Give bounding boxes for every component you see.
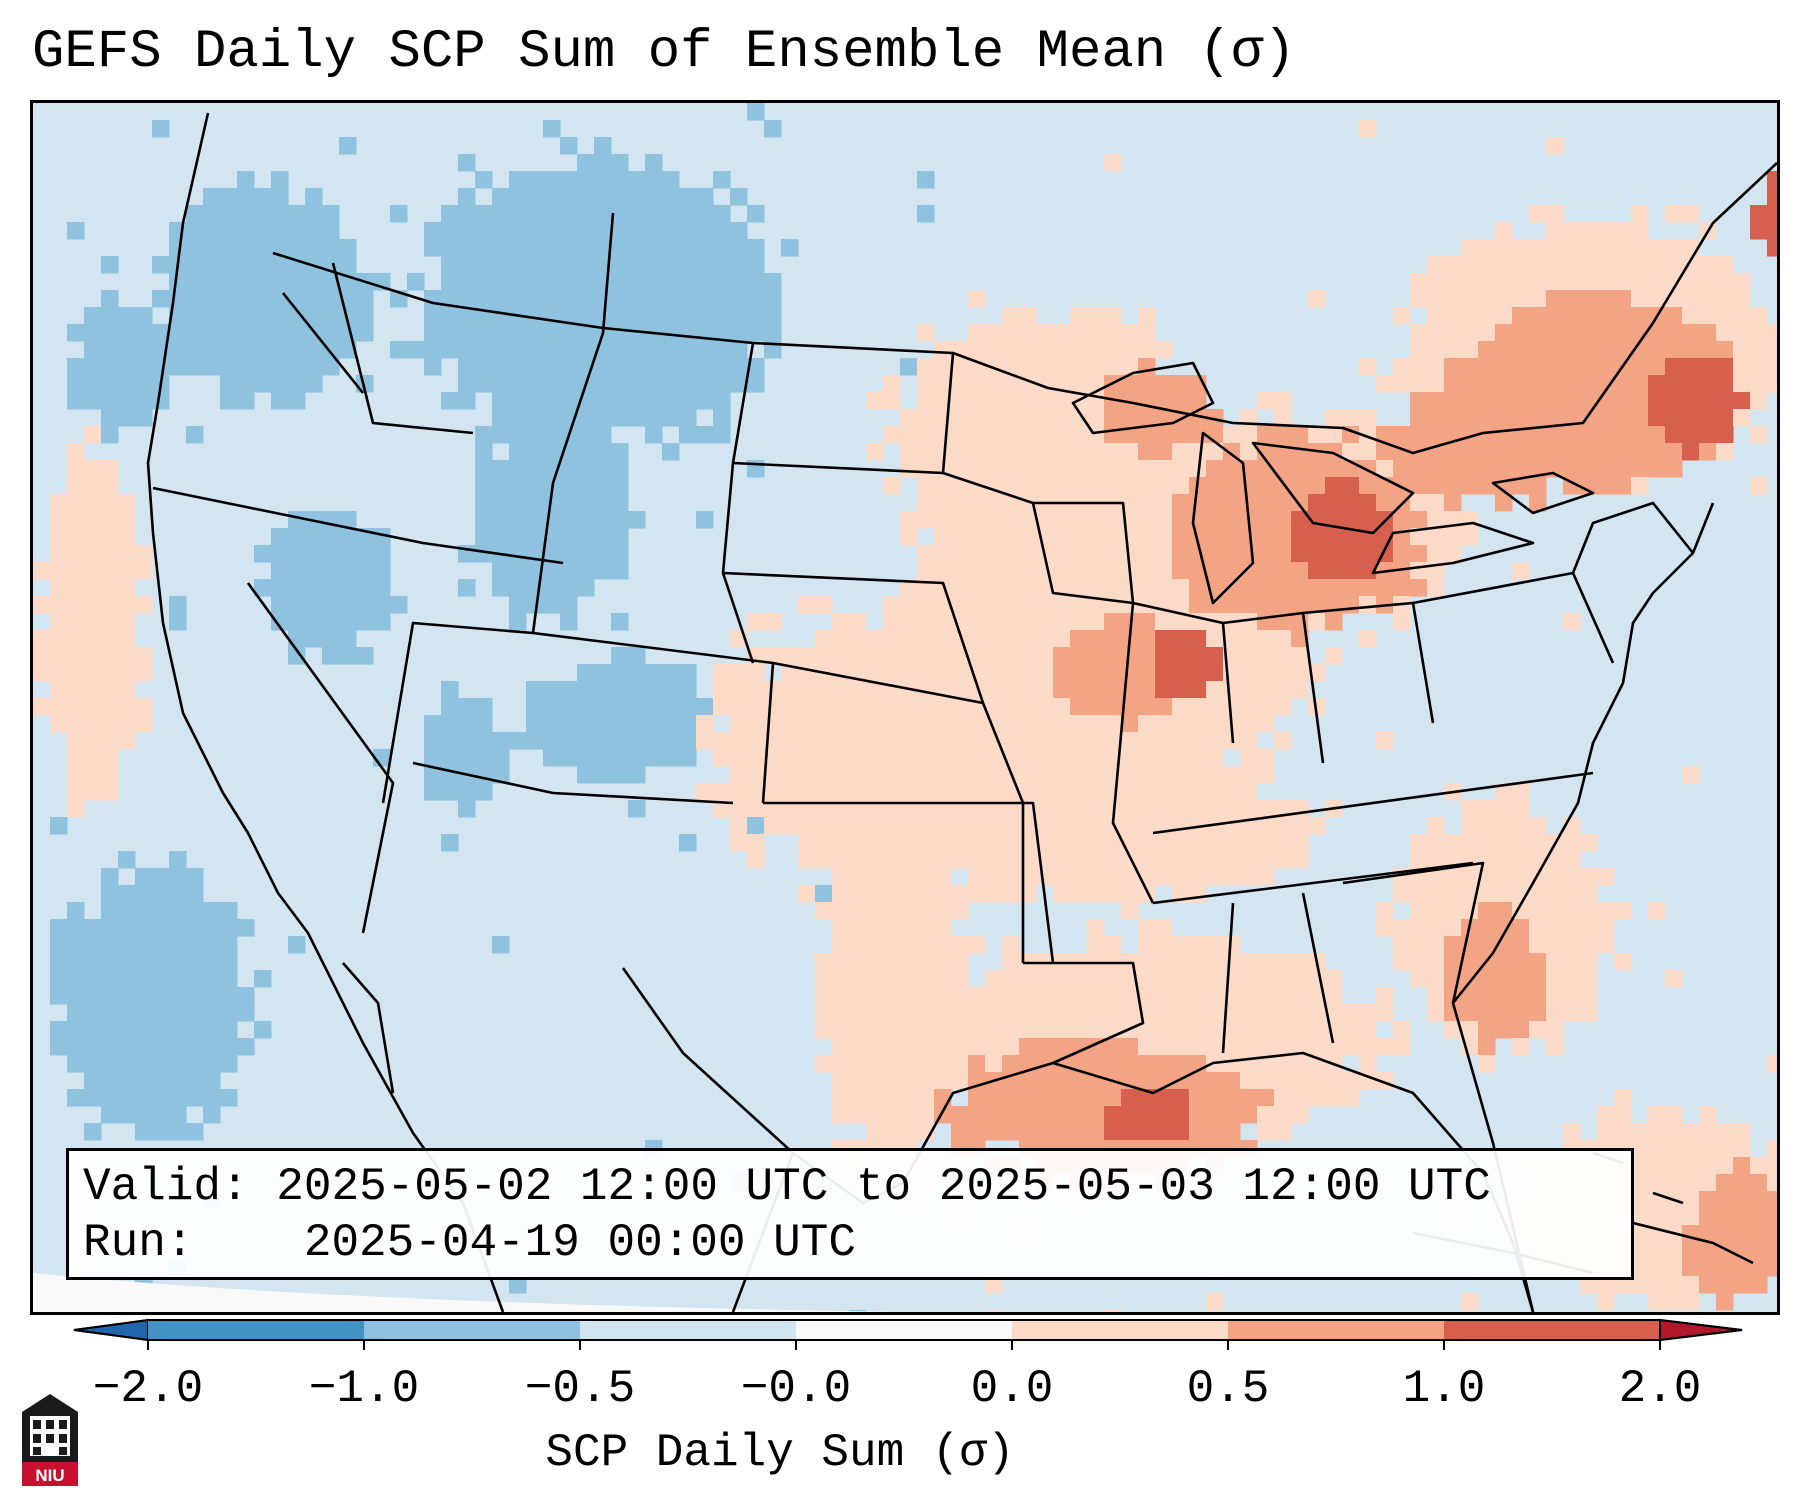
colorbar-segment xyxy=(148,1320,364,1340)
colorbar-tick-label: −0.5 xyxy=(524,1363,636,1415)
page-title: GEFS Daily SCP Sum of Ensemble Mean (σ) xyxy=(32,22,1296,83)
run-label: Run: xyxy=(83,1217,194,1269)
colorbar-segment xyxy=(796,1320,1012,1340)
boundary-line xyxy=(1491,471,1595,515)
boundary-line xyxy=(772,661,1025,963)
boundary-line xyxy=(722,571,985,704)
boundary-line xyxy=(246,582,395,934)
boundary-line xyxy=(1152,771,1594,835)
colorbar-tick-label: −2.0 xyxy=(92,1363,204,1415)
colorbar-segment xyxy=(1228,1320,1444,1340)
boundary-line xyxy=(721,342,755,664)
boundary-line xyxy=(1023,961,1145,1065)
boundary-line xyxy=(1152,861,1474,905)
boundary-line xyxy=(331,262,474,435)
colorbar-label: SCP Daily Sum (σ) xyxy=(545,1427,1015,1479)
boundary-line xyxy=(281,292,365,394)
niu-logo-icon: NIU xyxy=(22,1394,78,1486)
boundary-line xyxy=(381,212,615,804)
map-panel xyxy=(30,100,1780,1315)
boundary-line xyxy=(763,801,1055,964)
colorbar-extend-high xyxy=(1659,1318,1743,1342)
info-box: Valid: 2025-05-02 12:00 UTC to 2025-05-0… xyxy=(66,1148,1634,1280)
boundary-line xyxy=(1221,902,1235,1054)
valid-value: 2025-05-02 12:00 UTC to 2025-05-03 12:00… xyxy=(276,1161,1491,1213)
scp-field-layer xyxy=(33,103,1777,1312)
boundary-line xyxy=(1371,521,1535,575)
colorbar-segment xyxy=(1012,1320,1228,1340)
logo-text: NIU xyxy=(35,1466,64,1485)
colorbar-segment xyxy=(580,1320,796,1340)
colorbar-extend-low xyxy=(73,1318,149,1342)
colorbar-tick-label: 2.0 xyxy=(1618,1363,1702,1415)
colorbar-tick-label: −1.0 xyxy=(308,1363,420,1415)
colorbar xyxy=(73,1318,1743,1350)
boundary-line xyxy=(1301,892,1335,1044)
colorbar-segment xyxy=(364,1320,580,1340)
boundary-line xyxy=(1251,441,1415,535)
valid-row: Valid: 2025-05-02 12:00 UTC to 2025-05-0… xyxy=(83,1159,1631,1215)
boundary-line xyxy=(1571,501,1695,574)
logo-band xyxy=(22,1462,78,1486)
boundary-line xyxy=(412,761,734,805)
state-boundaries-layer xyxy=(146,112,1777,1312)
colorbar-tick-label: −0.0 xyxy=(740,1363,852,1415)
colorbar-tick-label: 0.5 xyxy=(1186,1363,1270,1415)
boundary-line xyxy=(1111,602,1155,904)
map-canvas xyxy=(33,103,1777,1312)
valid-label: Valid: xyxy=(83,1161,249,1213)
boundary-line xyxy=(146,112,310,934)
colorbar-segment xyxy=(1444,1320,1660,1340)
boundary-line xyxy=(1191,431,1255,605)
boundary-line xyxy=(152,486,564,565)
colorbar-tick-label: 1.0 xyxy=(1402,1363,1486,1415)
run-value: 2025-04-19 00:00 UTC xyxy=(303,1217,856,1269)
boundary-line xyxy=(1132,162,1777,455)
run-row: Run: 2025-04-19 00:00 UTC xyxy=(83,1215,1631,1271)
boundary-line xyxy=(1342,861,1485,1004)
boundary-line xyxy=(1071,361,1215,435)
boundary-line xyxy=(942,471,1134,605)
colorbar-tick-label: 0.0 xyxy=(970,1363,1054,1415)
